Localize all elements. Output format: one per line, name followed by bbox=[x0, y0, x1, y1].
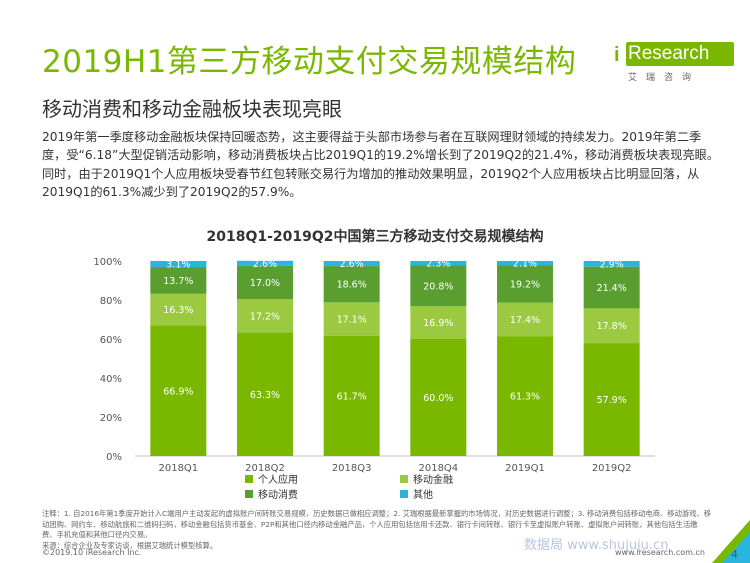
page-title: 2019H1第三方移动支付交易规模结构 bbox=[42, 44, 577, 80]
bar-segment bbox=[323, 261, 380, 267]
bar-segment bbox=[323, 302, 380, 336]
bar-segment bbox=[323, 335, 380, 456]
data-label: 66.9% bbox=[163, 386, 193, 397]
y-tick-label: 40% bbox=[100, 374, 122, 385]
bar-segment bbox=[323, 266, 380, 303]
bar-segment bbox=[583, 308, 640, 344]
notes-text: 注释：1. 自2016年第1季度开始计入C端用户主动发起的虚拟账户间转账交易规模… bbox=[42, 509, 712, 539]
iresearch-logo: i Research 艾瑞咨询 bbox=[608, 42, 736, 86]
data-label: 17.2% bbox=[250, 311, 280, 322]
legend-label: 移动消费 bbox=[258, 488, 298, 501]
data-label: 18.6% bbox=[337, 280, 367, 291]
legend-swatch bbox=[400, 475, 408, 483]
legend-label: 其他 bbox=[413, 488, 433, 501]
data-label: 16.3% bbox=[163, 305, 193, 316]
bar-segment bbox=[497, 302, 553, 337]
body-paragraph: 2019年第一季度移动金融板块保持回暖态势，这主要得益于头部市场参与者在互联网理… bbox=[42, 130, 720, 199]
data-label: 21.4% bbox=[597, 283, 627, 294]
website-url: www.iresearch.com.cn bbox=[615, 548, 705, 557]
data-label: 17.1% bbox=[337, 315, 367, 326]
data-label: 2.6% bbox=[340, 259, 364, 270]
bar-segment bbox=[497, 265, 553, 303]
bar-segment bbox=[150, 293, 207, 326]
bar-segment bbox=[583, 266, 640, 309]
copyright: ©2019.10 iResearch Inc. bbox=[42, 548, 142, 557]
bar-segment bbox=[410, 265, 467, 307]
legend-swatch bbox=[245, 475, 253, 483]
x-tick-label: 2018Q3 bbox=[332, 463, 372, 474]
legend-swatch bbox=[400, 490, 408, 498]
data-label: 16.9% bbox=[423, 318, 453, 329]
bar-segment bbox=[497, 336, 553, 456]
y-tick-label: 0% bbox=[106, 452, 122, 463]
data-label: 19.2% bbox=[510, 279, 540, 290]
data-label: 61.3% bbox=[510, 392, 540, 403]
bar-segment bbox=[410, 261, 467, 266]
x-tick-label: 2018Q1 bbox=[158, 463, 198, 474]
logo-text: Research bbox=[628, 43, 710, 64]
data-label: 2.9% bbox=[600, 259, 624, 270]
corner-decoration bbox=[712, 520, 750, 563]
data-label: 2.6% bbox=[253, 259, 277, 270]
data-label: 13.7% bbox=[163, 276, 193, 287]
bar-segment bbox=[583, 261, 640, 267]
legend-label: 个人应用 bbox=[258, 473, 298, 486]
data-label: 17.8% bbox=[597, 321, 627, 332]
y-tick-label: 20% bbox=[100, 413, 122, 424]
bar-segment bbox=[237, 260, 293, 266]
bar-segment bbox=[583, 343, 640, 456]
bar-segment bbox=[497, 261, 553, 266]
x-tick-label: 2018Q4 bbox=[418, 463, 458, 474]
bar-segment bbox=[150, 267, 207, 294]
x-tick-label: 2019Q1 bbox=[505, 463, 545, 474]
bar-segment bbox=[237, 299, 293, 333]
x-tick-label: 2018Q2 bbox=[245, 463, 285, 474]
data-label: 20.8% bbox=[423, 281, 453, 292]
page-number: 4 bbox=[731, 548, 738, 561]
source-text: 来源：综合企业及专家访谈，根据艾瑞统计模型核算。 bbox=[42, 540, 218, 550]
page-subtitle: 移动消费和移动金融板块表现亮眼 bbox=[42, 97, 342, 121]
bar-segment bbox=[150, 325, 207, 456]
data-label: 2.3% bbox=[426, 259, 450, 270]
chart-title: 2018Q1-2019Q2中国第三方移动支付交易规模结构 bbox=[206, 229, 544, 245]
data-label: 61.7% bbox=[337, 391, 367, 402]
watermark: 数据局 www.shujuju.cn bbox=[524, 538, 669, 553]
data-label: 3.1% bbox=[166, 260, 190, 271]
chart-notes: 注释：1. 自2016年第1季度开始计入C端用户主动发起的虚拟账户间转账交易规模… bbox=[42, 509, 712, 551]
logo-subtext: 艾瑞咨询 bbox=[628, 73, 701, 83]
logo-i: i bbox=[614, 44, 620, 66]
bar-segment bbox=[410, 339, 467, 456]
y-tick-label: 60% bbox=[100, 335, 122, 346]
legend-swatch bbox=[245, 490, 253, 498]
bar-segment bbox=[410, 306, 467, 339]
data-label: 63.3% bbox=[250, 390, 280, 401]
bar-segment bbox=[150, 261, 207, 268]
bar-segment bbox=[237, 332, 293, 456]
data-label: 57.9% bbox=[597, 395, 627, 406]
data-label: 17.0% bbox=[250, 278, 280, 289]
data-label: 2.1% bbox=[513, 259, 537, 270]
x-tick-label: 2019Q2 bbox=[592, 463, 632, 474]
data-label: 17.4% bbox=[510, 315, 540, 326]
bar-segment bbox=[237, 265, 293, 300]
y-tick-label: 100% bbox=[93, 257, 122, 268]
legend-label: 移动金融 bbox=[413, 473, 453, 486]
logo-box bbox=[626, 42, 734, 66]
data-label: 60.0% bbox=[423, 393, 453, 404]
y-tick-label: 80% bbox=[100, 296, 122, 307]
